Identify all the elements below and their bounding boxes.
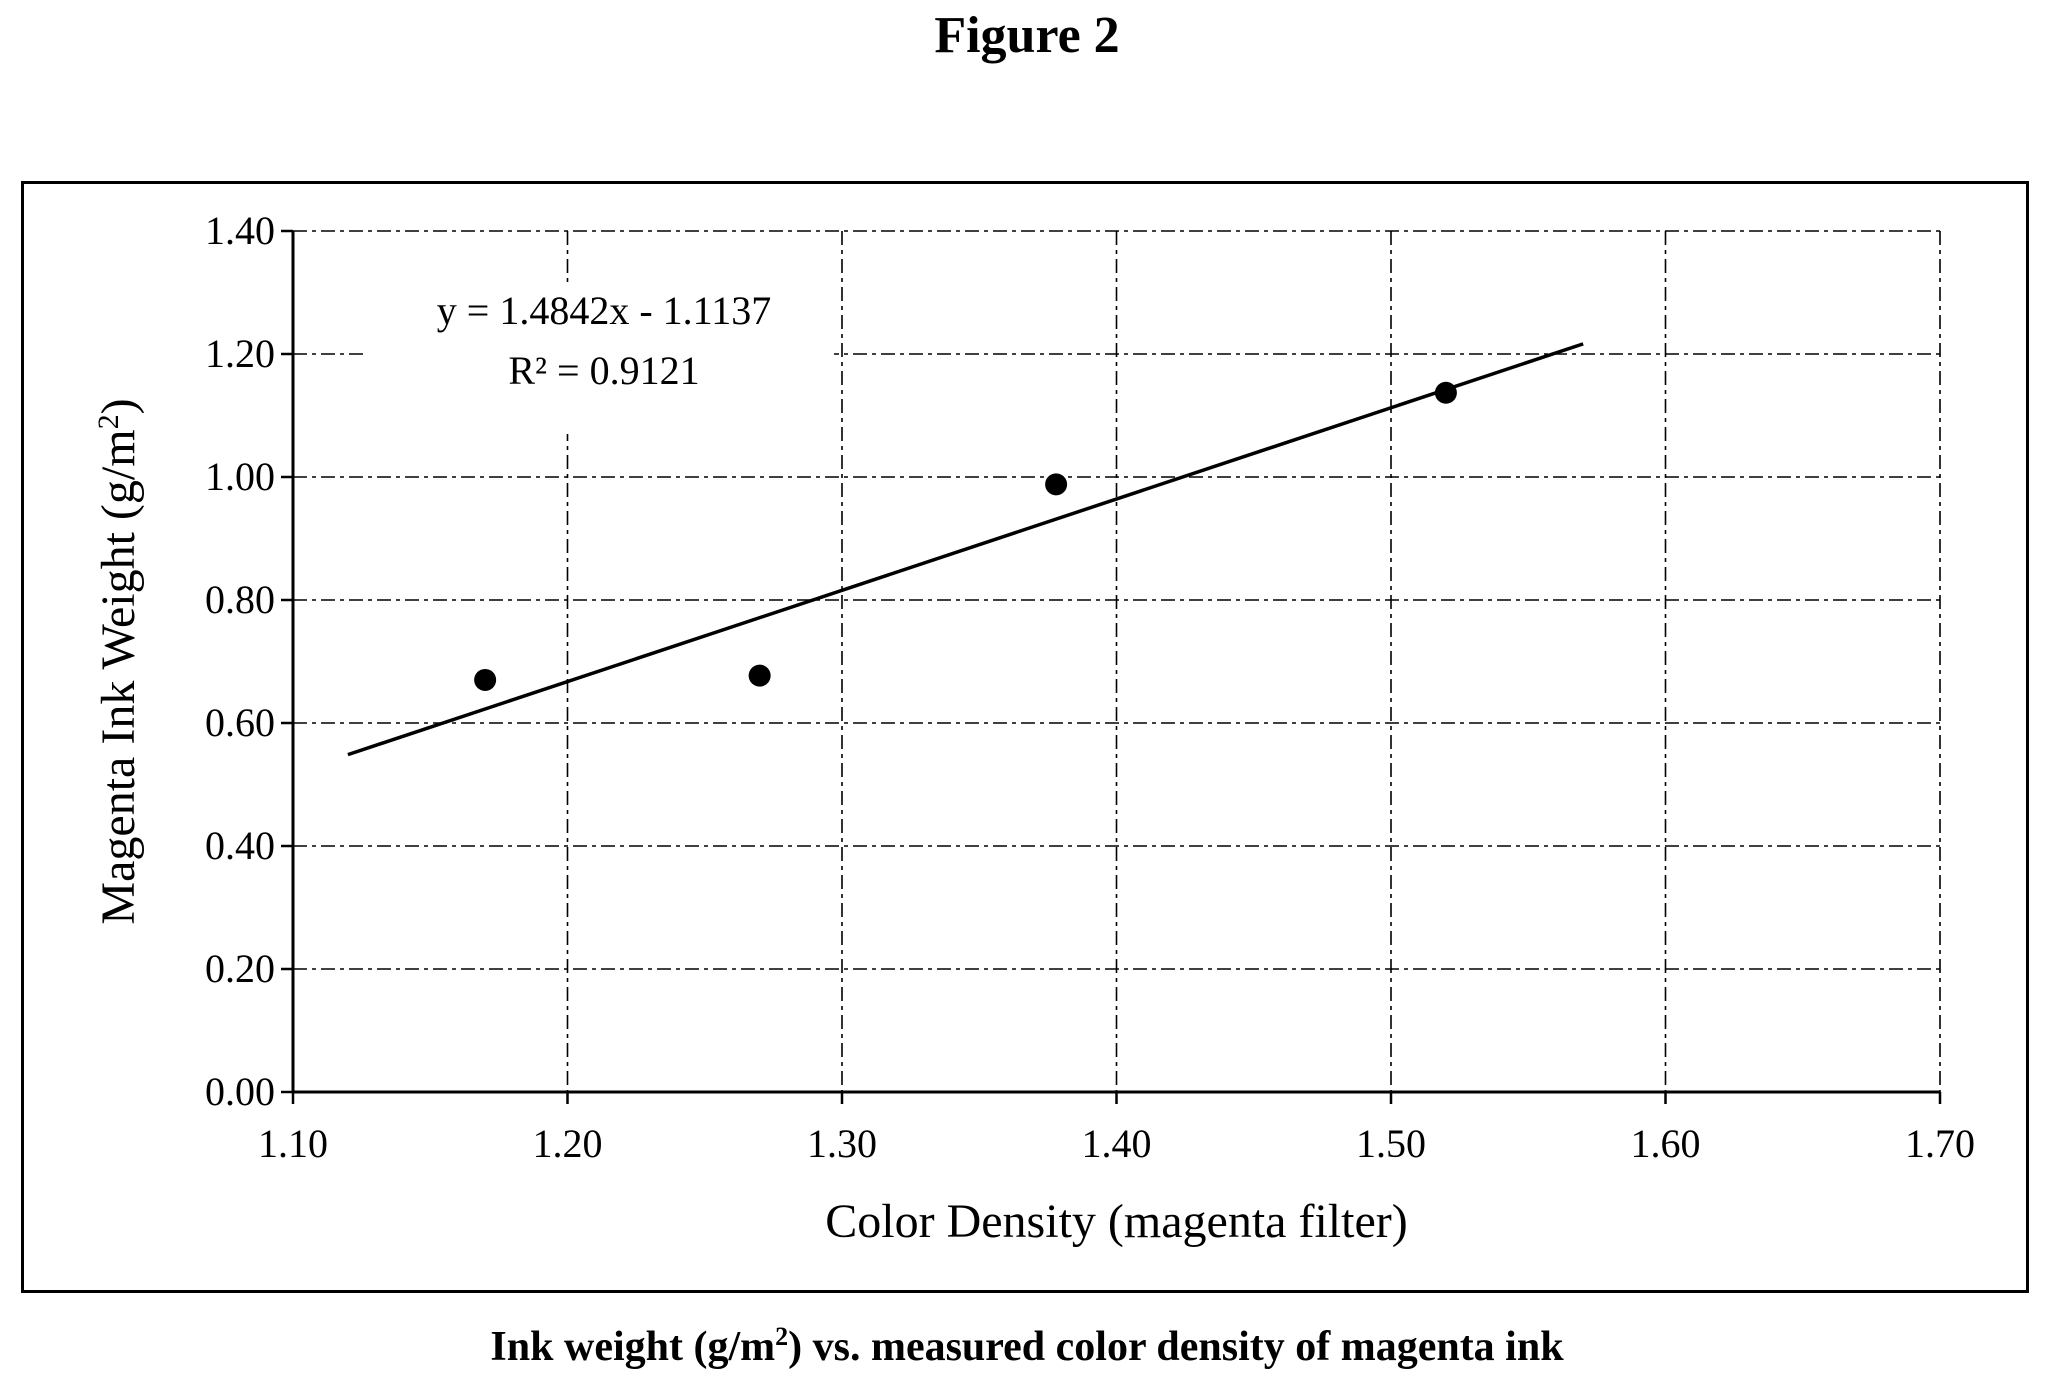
trendline-path — [347, 342, 1584, 757]
y-tick-label: 0.40 — [205, 823, 275, 868]
equation-background — [364, 284, 834, 434]
y-tick-label: 1.40 — [205, 208, 275, 253]
y-tick-label: 0.80 — [205, 577, 275, 622]
x-axis-title: Color Density (magenta filter) — [825, 1195, 1408, 1248]
y-tick-label: 0.00 — [205, 1069, 275, 1114]
axis-titles: Color Density (magenta filter) Magenta In… — [92, 398, 1408, 1248]
tick-labels: 0.00 0.20 0.40 0.60 0.80 1.00 1.20 1.40 1.10 1.20… — [205, 208, 1975, 1166]
data-points — [474, 381, 1457, 691]
y-axis-title-superscript: 2 — [92, 414, 125, 429]
chart-frame: 0.00 0.20 0.40 0.60 0.80 1.00 1.20 1.40 1.10 1.20… — [21, 181, 2029, 1293]
x-tick-label: 1.20 — [533, 1121, 603, 1166]
data-point — [748, 664, 771, 687]
caption-superscript: 2 — [775, 1322, 789, 1351]
y-tick-label: 0.60 — [205, 700, 275, 745]
annotations: y = 1.4842x - 1.1137 R² = 0.9121 — [364, 284, 834, 434]
y-axis-title-start: Magenta Ink Weight (g/m — [92, 429, 145, 924]
caption-text-end: ) vs. measured color density of magenta … — [788, 1324, 1564, 1370]
trendline — [347, 342, 1584, 757]
figure-title: Figure 2 — [934, 7, 1120, 64]
data-point — [1045, 473, 1068, 496]
x-tick-label: 1.60 — [1631, 1121, 1701, 1166]
y-axis-title: Magenta Ink Weight (g/m2) — [92, 398, 145, 924]
x-tick-label: 1.40 — [1082, 1121, 1152, 1166]
x-tick-label: 1.30 — [807, 1121, 877, 1166]
x-tick-label: 1.10 — [258, 1121, 328, 1166]
trendline-equation: y = 1.4842x - 1.1137 — [437, 288, 771, 333]
y-tick-label: 1.20 — [205, 331, 275, 376]
caption-text-start: Ink weight (g/m — [490, 1324, 776, 1370]
figure-caption: Ink weight (g/m2) vs. measured color den… — [0, 1322, 2054, 1371]
x-tick-label: 1.50 — [1356, 1121, 1426, 1166]
y-axis-title-end: ) — [92, 398, 145, 414]
axes — [281, 229, 1942, 1104]
x-tick-label: 1.70 — [1905, 1121, 1975, 1166]
y-tick-label: 0.20 — [205, 946, 275, 991]
scatter-chart: 0.00 0.20 0.40 0.60 0.80 1.00 1.20 1.40 1.10 1.20… — [92, 208, 1975, 1248]
r-squared-label: R² = 0.9121 — [508, 348, 699, 393]
data-point — [474, 668, 497, 691]
data-point — [1434, 381, 1457, 404]
y-tick-label: 1.00 — [205, 454, 275, 499]
